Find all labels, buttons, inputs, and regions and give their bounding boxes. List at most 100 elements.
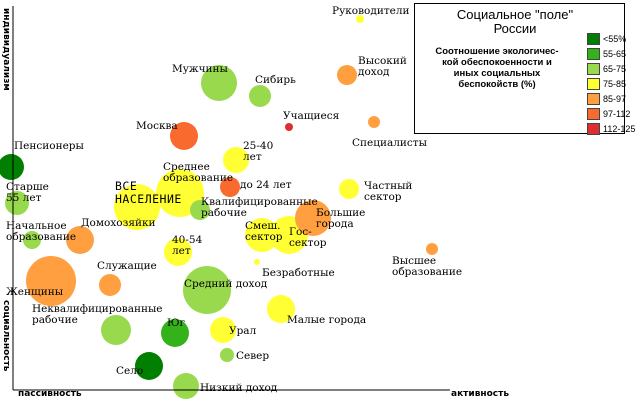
labels-layer: Руководители Высокий доход Мужчины Сибирь Уча…	[6, 5, 462, 394]
bubble-label-line: Начальное	[6, 220, 67, 232]
bubble-label-line: Старше	[6, 181, 49, 193]
bubble	[183, 266, 231, 314]
bubble	[161, 319, 189, 347]
bubble	[267, 295, 295, 323]
legend-entry: 55-65	[587, 47, 627, 62]
legend-label: 65-75	[603, 64, 627, 74]
bubble-label-line: сектор	[289, 237, 327, 249]
bubble-label: Частный сектор	[364, 180, 412, 203]
bubble	[190, 200, 210, 220]
bubble-label-line: НАСЕЛЕНИЕ	[115, 192, 182, 206]
bubble	[220, 348, 234, 362]
bubble-label: Домохозяйки	[81, 217, 156, 229]
bubble-label: ВСЕ НАСЕЛЕНИЕ	[115, 179, 182, 206]
legend-subtitle-line: кой обеспокоенности и	[442, 57, 552, 68]
bubble-label: Село	[116, 365, 143, 377]
bubble-label: Старше 55 лет	[6, 181, 49, 204]
bubble	[426, 243, 438, 255]
bubble-label: Среднее образование	[163, 161, 233, 184]
bubble	[5, 191, 29, 215]
bubble-label: Урал	[229, 325, 257, 337]
legend-swatch	[587, 48, 600, 60]
bubble-label-line: Служащие	[97, 260, 157, 272]
bubble-label-line: Домохозяйки	[81, 217, 156, 229]
bubble	[223, 147, 249, 173]
legend-subtitle: Соотношение экологичес- кой обеспокоенно…	[417, 46, 577, 90]
bubble-label: Руководители	[332, 5, 410, 17]
bubble-label-line: Безработные	[262, 267, 335, 279]
chart-title-line: Социальное "поле"	[456, 7, 574, 22]
bubble-label: Москва	[136, 120, 178, 132]
y-axis-label-bottom: социальность	[1, 300, 11, 372]
bubble-label-line: Урал	[229, 325, 257, 337]
bubble	[285, 123, 293, 131]
bubble	[173, 373, 199, 399]
bubble	[135, 352, 163, 380]
bubble-label-line: Частный	[364, 180, 412, 192]
legend: Социальное "поле" России Соотношение эко…	[414, 3, 635, 135]
bubble-label-line: Москва	[136, 120, 178, 132]
bubble-label-line: Неквалифицированные	[32, 303, 163, 315]
bubble	[339, 179, 359, 199]
bubble-label: 25-40 лет	[243, 140, 273, 163]
bubble-label: Гос-сектор	[289, 226, 327, 249]
y-axis-label-top: индивидуализм	[1, 8, 11, 91]
bubble-label-line: Высшее	[392, 255, 436, 267]
legend-subtitle-line: беспокойств (%)	[458, 79, 536, 90]
bubble-label: Квалифицированные рабочие	[201, 196, 318, 219]
bubble-label-line: до 24 лет	[240, 179, 292, 191]
bubble-label-line: лет	[172, 245, 191, 257]
bubble-label-line: Пенсионеры	[14, 140, 84, 152]
bubble-label: Мужчины	[172, 63, 228, 75]
legend-entry: 65-75	[587, 62, 627, 77]
bubble	[99, 274, 121, 296]
bubble	[66, 226, 94, 254]
legend-label: 112-125	[603, 124, 636, 134]
bubble-label-line: образование	[6, 231, 76, 243]
bubble-label-line: Юг	[167, 317, 186, 329]
bubble-label-line: Мужчины	[172, 63, 228, 75]
bubble-label-line: Смеш.	[245, 220, 281, 232]
bubble	[26, 256, 76, 306]
bubble-label: Юг	[167, 317, 186, 329]
x-axis-label-right: активность	[451, 389, 509, 399]
bubble	[201, 65, 237, 101]
bubble-label-line: 40-54	[172, 234, 203, 246]
bubble-label-line: Учащиеся	[283, 110, 340, 122]
bubble	[210, 317, 236, 343]
legend-subtitle-line: Соотношение экологичес-	[435, 46, 559, 57]
bubble	[170, 122, 198, 150]
bubble-label: Женщины	[6, 286, 63, 298]
legend-label: 97-112	[603, 109, 631, 119]
bubble	[254, 259, 260, 265]
bubble-label: Высокий доход	[358, 55, 407, 78]
legend-swatch	[587, 123, 600, 135]
bubble-label: Низкий доход	[200, 382, 278, 394]
chart-title: Социальное "поле" России	[415, 8, 615, 36]
bubble-label-line: Женщины	[6, 286, 63, 298]
legend-label: 55-65	[603, 49, 627, 59]
bubble	[220, 177, 240, 197]
bubble	[368, 116, 380, 128]
legend-label: 85-97	[603, 94, 627, 104]
legend-entry: 75-85	[587, 77, 627, 92]
bubble	[23, 231, 41, 249]
bubble-label: Неквалифицированные рабочие	[32, 303, 163, 326]
bubble-label: Большие города	[316, 207, 365, 230]
bubble-label: Служащие	[97, 260, 157, 272]
legend-swatch	[587, 108, 600, 120]
bubble-label-line: Малые города	[287, 314, 366, 326]
bubble-label: Север	[236, 350, 269, 362]
bubble-label-line: Север	[236, 350, 269, 362]
bubble-label-line: ВСЕ	[115, 179, 137, 193]
bubble-label-line: рабочие	[201, 207, 247, 219]
bubble-label-line: Среднее	[163, 161, 210, 173]
bubble-label-line: Руководители	[332, 5, 410, 17]
bubble-label: Смеш. сектор	[245, 220, 283, 243]
bubble-label-line: образование	[392, 266, 462, 278]
legend-entry: <55%	[587, 32, 627, 47]
legend-label: <55%	[603, 34, 627, 44]
bubble-label-line: 55 лет	[6, 192, 42, 204]
bubble-label: 40-54 лет	[172, 234, 203, 257]
